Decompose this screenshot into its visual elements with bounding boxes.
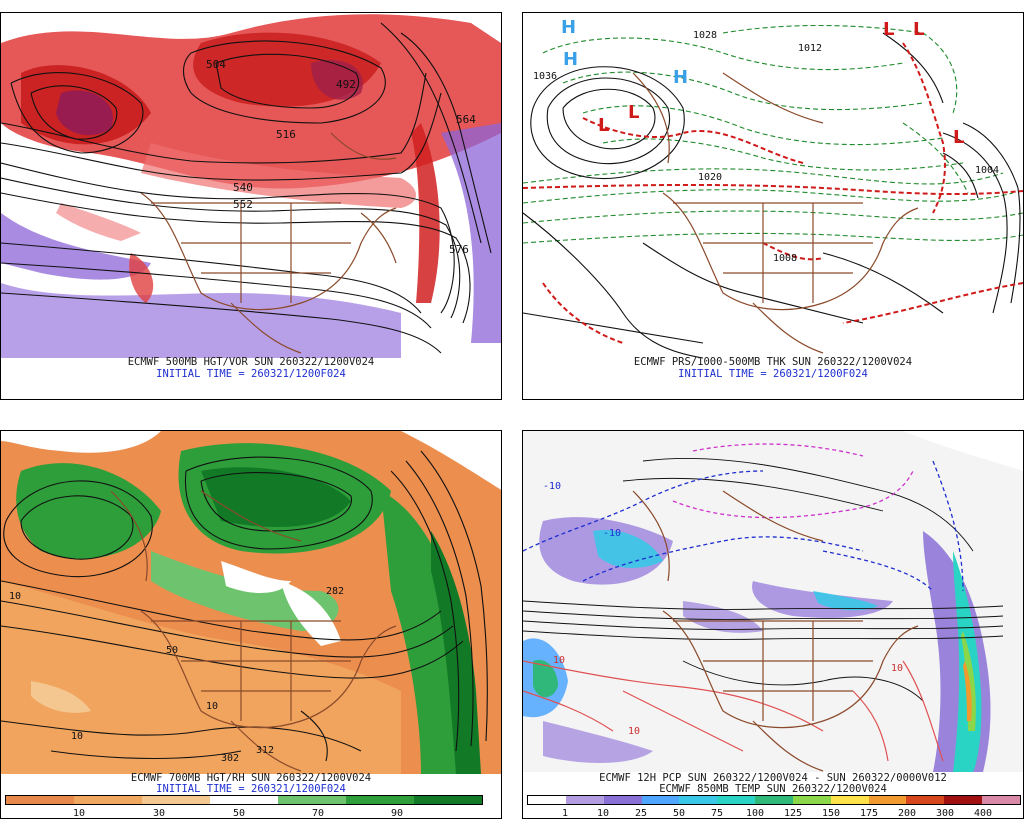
colorbar-label: 1 bbox=[561, 808, 569, 819]
colorbar-label: 90 bbox=[390, 808, 404, 819]
temperature-label: 10 bbox=[553, 655, 565, 666]
colorbar-swatch bbox=[641, 796, 680, 804]
colorbar-label: 50 bbox=[672, 808, 686, 819]
contour-label: 564 bbox=[456, 113, 476, 126]
colorbar-label: 175 bbox=[859, 808, 879, 819]
precip-colorbar-labels: 1 10 25 50 75 100 125 150 175 200 300 40… bbox=[527, 808, 1021, 819]
colorbar-swatch bbox=[755, 796, 793, 804]
panel-700mb-hgt-rh: 10 10 10 50 282 312 302 ECMWF 700MB HGT/… bbox=[0, 430, 502, 819]
colorbar-label: 125 bbox=[783, 808, 803, 819]
colorbar-label: 300 bbox=[935, 808, 955, 819]
colorbar-label: 10 bbox=[72, 808, 86, 819]
contour-label: 312 bbox=[256, 745, 274, 756]
colorbar-swatch bbox=[414, 796, 482, 804]
colorbar-label: 30 bbox=[152, 808, 166, 819]
colorbar-label: 75 bbox=[710, 808, 724, 819]
colorbar-swatch bbox=[6, 796, 74, 804]
colorbar-swatch bbox=[717, 796, 756, 804]
panel-prs-thk: H H H L L L L L 1028 1012 1036 1020 1008… bbox=[522, 12, 1024, 400]
vorticity-map: 504 492 516 540 552 564 576 bbox=[1, 13, 501, 358]
contour-label: 516 bbox=[276, 128, 296, 141]
contour-label: 10 bbox=[71, 731, 83, 742]
contour-label: 492 bbox=[336, 78, 356, 91]
contour-label: 50 bbox=[166, 645, 178, 656]
colorbar-swatch bbox=[278, 796, 346, 804]
rh-colorbar-labels: 10 30 50 70 90 bbox=[5, 808, 483, 819]
initial-time: INITIAL TIME = 260321/1200F024 bbox=[156, 368, 346, 380]
low-pressure-marker: L bbox=[913, 19, 924, 40]
high-pressure-marker: H bbox=[561, 17, 576, 38]
colorbar-label: 100 bbox=[745, 808, 765, 819]
isobar-label: 1008 bbox=[773, 253, 797, 264]
contour-label: 302 bbox=[221, 753, 239, 764]
isobar-label: 1028 bbox=[693, 30, 717, 41]
colorbar-swatch bbox=[944, 796, 983, 804]
temperature-label: 10 bbox=[891, 663, 903, 674]
colorbar-swatch bbox=[906, 796, 945, 804]
colorbar-swatch bbox=[679, 796, 718, 804]
panel-caption: ECMWF 700MB HGT/RH SUN 260322/1200V024 bbox=[130, 772, 372, 784]
temperature-label: 10 bbox=[628, 726, 640, 737]
colorbar-label: 70 bbox=[311, 808, 325, 819]
low-pressure-marker: L bbox=[598, 115, 609, 136]
contour-label: 10 bbox=[9, 591, 21, 602]
contour-label: 576 bbox=[449, 243, 469, 256]
colorbar-label: 50 bbox=[232, 808, 246, 819]
contour-label: 10 bbox=[206, 701, 218, 712]
isobar-label: 1036 bbox=[533, 71, 557, 82]
initial-time: INITIAL TIME = 260321/1200F024 bbox=[156, 783, 346, 795]
low-pressure-marker: L bbox=[883, 19, 894, 40]
panel-pcp-850mb-temp: -10 -10 10 10 10 ECMWF 12H PCP SUN 26032… bbox=[522, 430, 1024, 819]
colorbar-swatch bbox=[868, 796, 907, 804]
colorbar-label: 10 bbox=[596, 808, 610, 819]
precipitation-temperature-map: -10 -10 10 10 10 bbox=[523, 431, 1023, 772]
colorbar-label: 400 bbox=[973, 808, 993, 819]
high-pressure-marker: H bbox=[563, 49, 578, 70]
low-pressure-marker: L bbox=[628, 102, 639, 123]
colorbar-label: 200 bbox=[897, 808, 917, 819]
colorbar-swatch bbox=[830, 796, 869, 804]
contour-label: 540 bbox=[233, 181, 253, 194]
colorbar-swatch bbox=[792, 796, 831, 804]
panel-caption-secondary: ECMWF 850MB TEMP SUN 260322/1200V024 bbox=[659, 783, 887, 795]
panel-500mb-hgt-vor: 504 492 516 540 552 564 576 ECMWF 500MB … bbox=[0, 12, 502, 400]
pressure-thickness-map: H H H L L L L L 1028 1012 1036 1020 1008… bbox=[523, 13, 1023, 359]
precip-colorbar bbox=[527, 795, 1021, 805]
relative-humidity-map: 10 10 10 50 282 312 302 bbox=[1, 431, 501, 774]
colorbar-swatch bbox=[210, 796, 278, 804]
panel-caption: ECMWF 12H PCP SUN 260322/1200V024 - SUN … bbox=[599, 772, 947, 784]
colorbar-label: 25 bbox=[634, 808, 648, 819]
temperature-label: -10 bbox=[603, 528, 621, 539]
panel-caption: ECMWF PRS/1000-500MB THK SUN 260322/1200… bbox=[633, 356, 913, 368]
colorbar-swatch bbox=[142, 796, 210, 804]
colorbar-swatch bbox=[528, 796, 566, 804]
colorbar-swatch bbox=[346, 796, 414, 804]
rh-colorbar bbox=[5, 795, 483, 805]
panel-caption: ECMWF 500MB HGT/VOR SUN 260322/1200V024 bbox=[127, 356, 375, 368]
low-pressure-marker: L bbox=[953, 127, 964, 148]
contour-label: 282 bbox=[326, 586, 344, 597]
isobar-label: 1020 bbox=[698, 172, 722, 183]
colorbar-swatch bbox=[982, 796, 1020, 804]
colorbar-swatch bbox=[603, 796, 642, 804]
high-pressure-marker: H bbox=[673, 67, 688, 88]
isobar-label: 1004 bbox=[975, 165, 999, 176]
colorbar-swatch bbox=[565, 796, 604, 804]
contour-label: 552 bbox=[233, 198, 253, 211]
contour-label: 504 bbox=[206, 58, 226, 71]
isobar-label: 1012 bbox=[798, 43, 822, 54]
colorbar-label: 150 bbox=[821, 808, 841, 819]
colorbar-swatch bbox=[74, 796, 142, 804]
initial-time: INITIAL TIME = 260321/1200F024 bbox=[678, 368, 868, 380]
temperature-label: -10 bbox=[543, 481, 561, 492]
